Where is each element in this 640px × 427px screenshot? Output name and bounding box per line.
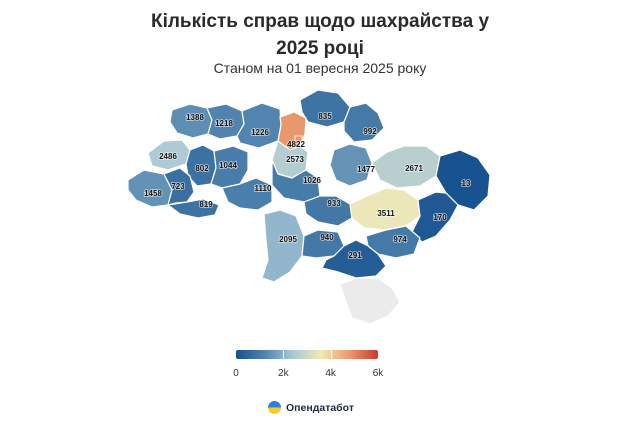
color-scale-legend — [236, 350, 378, 359]
region-value-label: 1226 — [251, 128, 269, 137]
region-value-label: 1458 — [144, 189, 162, 198]
region-value-label: 2671 — [405, 164, 423, 173]
region-shape[interactable] — [299, 89, 351, 128]
brand-name: Опендатабот — [286, 401, 354, 414]
region-value-label: 2095 — [279, 235, 297, 244]
chart-title-line-2: 2025 році — [276, 38, 364, 59]
region-value-label: 933 — [327, 199, 341, 208]
legend-tick-label: 2k — [278, 368, 289, 379]
region-value-label: 1477 — [357, 165, 375, 174]
chart-title-line-1: Кількість справ щодо шахрайства у — [150, 11, 490, 32]
region-value-label: 1388 — [186, 113, 204, 122]
region-shape[interactable] — [411, 191, 459, 243]
legend-tick-label: 0 — [233, 368, 239, 379]
region-value-label: 1110 — [255, 184, 272, 193]
legend-tick-label: 6k — [372, 368, 384, 379]
region-shape[interactable] — [167, 198, 220, 219]
legend-divider — [330, 350, 332, 359]
region-value-label: 1218 — [215, 119, 233, 128]
region-value-label: 802 — [195, 164, 209, 173]
region-value-label: 291 — [348, 251, 362, 260]
brand: Опендатабот — [268, 401, 354, 414]
region-shape[interactable] — [329, 143, 373, 187]
region-shape[interactable] — [339, 277, 401, 325]
region-value-label: 4822 — [287, 140, 305, 149]
chart-subtitle: Станом на 01 вересня 2025 року — [213, 60, 427, 76]
region-shape[interactable] — [261, 209, 305, 283]
region-value-label: 1026 — [303, 176, 321, 185]
region-value-label: 2486 — [159, 152, 177, 161]
region-shape[interactable] — [435, 149, 491, 211]
region-shape[interactable] — [236, 102, 282, 149]
region-value-label: 1044 — [219, 161, 237, 170]
region-value-label: 723 — [171, 182, 185, 191]
region-value-label: 974 — [393, 235, 407, 244]
region-value-label: 13 — [462, 179, 471, 188]
region-value-label: 2573 — [286, 155, 304, 164]
region-shape[interactable] — [343, 102, 385, 143]
region-value-label: 992 — [363, 127, 377, 136]
region-value-label: 3511 — [377, 209, 395, 218]
chart-title: Кількість справ щодо шахрайства у 2025 р… — [0, 8, 640, 62]
region-shape[interactable] — [321, 239, 387, 279]
region-value-label: 170 — [433, 213, 447, 222]
opendatabot-logo-icon — [268, 401, 281, 414]
region-value-label: 819 — [199, 200, 213, 209]
region-value-label: 835 — [318, 112, 332, 121]
region-shape[interactable] — [271, 159, 321, 203]
region-value-label: 940 — [320, 233, 334, 242]
kyiv-city-marker — [294, 135, 303, 143]
legend-divider — [283, 350, 285, 359]
legend-tick-label: 4k — [325, 368, 336, 379]
region-shape[interactable] — [221, 177, 273, 211]
